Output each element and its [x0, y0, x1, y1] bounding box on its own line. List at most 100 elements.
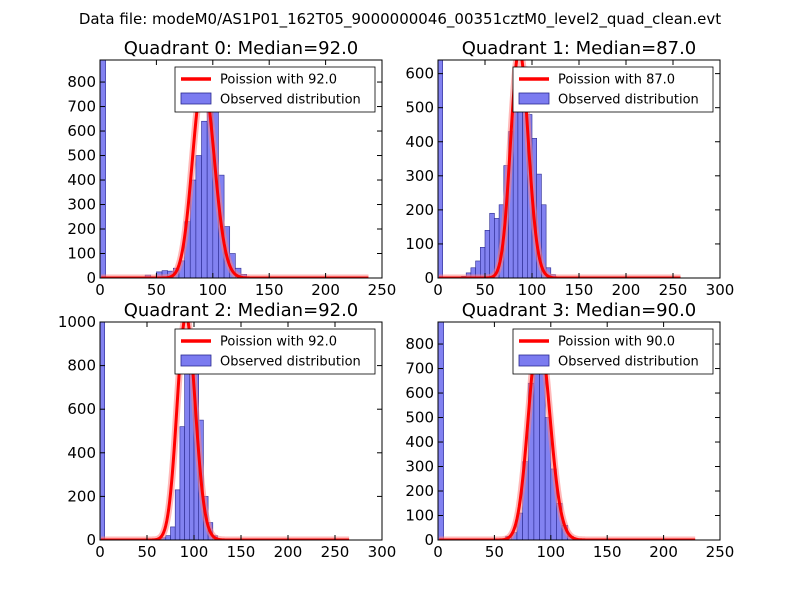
- legend-box: [512, 66, 714, 113]
- y-tick-label: 1000: [58, 313, 96, 331]
- y-tick-label: 700: [405, 360, 434, 378]
- y-tick-label: 300: [67, 196, 96, 214]
- x-tick-label: 100: [198, 281, 227, 299]
- legend: Poission with 92.0 Observed distribution: [174, 66, 376, 113]
- x-tick-label: 300: [706, 281, 735, 299]
- x-tick-label: 200: [649, 543, 678, 561]
- x-tick-label: 0: [433, 543, 443, 561]
- y-tick-label: 800: [67, 357, 96, 375]
- histogram-bar: [541, 204, 547, 278]
- figure-suptitle: Data file: modeM0/AS1P01_162T05_90000000…: [79, 10, 721, 29]
- legend: Poission with 92.0 Observed distribution: [174, 328, 376, 375]
- poisson-curve: [100, 78, 369, 278]
- histogram-bar: [100, 60, 106, 278]
- x-tick-label: 150: [565, 281, 594, 299]
- y-tick-label: 0: [86, 531, 96, 549]
- y-tick-label: 600: [405, 65, 434, 83]
- legend: Poission with 90.0 Observed distribution: [512, 328, 714, 375]
- x-tick-label: 0: [95, 543, 105, 561]
- histogram-bar: [100, 322, 105, 540]
- panel-2: Quadrant 2: Median=92.0 0 50 100 150 200 250 30…: [58, 300, 397, 561]
- y-tick-label: 100: [405, 507, 434, 525]
- x-tick-label: 150: [593, 543, 622, 561]
- histogram-bar: [179, 426, 185, 540]
- y-tick-label: 500: [67, 147, 96, 165]
- y-tick-label: 400: [67, 171, 96, 189]
- histogram-bar: [165, 535, 171, 540]
- y-tick-label: 600: [405, 384, 434, 402]
- x-tick-label: 50: [475, 281, 494, 299]
- x-tick-label: 250: [321, 543, 350, 561]
- axes-frame: [437, 321, 721, 541]
- x-tick-label: 150: [227, 543, 256, 561]
- y-tick-label: 500: [405, 99, 434, 117]
- x-tick-label: 200: [612, 281, 641, 299]
- x-tick-label: 200: [274, 543, 303, 561]
- x-tick-label: 250: [368, 281, 397, 299]
- y-tick-label: 0: [424, 531, 434, 549]
- legend-box: [174, 66, 376, 113]
- axes-frame: [99, 59, 383, 279]
- panel-3: Quadrant 3: Median=90.0 0 50 100 150 200 250 0 1…: [405, 300, 734, 561]
- y-tick-label: 200: [67, 220, 96, 238]
- y-tick-label: 700: [67, 98, 96, 116]
- x-tick-label: 100: [518, 281, 547, 299]
- y-tick-label: 300: [405, 167, 434, 185]
- legend-line-label: Poission with 87.0: [558, 73, 675, 88]
- panel-title: Quadrant 0: Median=92.0: [124, 38, 359, 59]
- poisson-curve: [438, 332, 696, 540]
- legend-bar-label: Observed distribution: [558, 93, 699, 108]
- histogram-bar: [170, 526, 176, 540]
- x-tick-label: 250: [706, 543, 735, 561]
- legend-bar-swatch: [180, 92, 212, 105]
- y-tick-label: 800: [67, 73, 96, 91]
- x-tick-label: 100: [180, 543, 209, 561]
- legend-bar-swatch: [518, 92, 550, 105]
- y-tick-label: 500: [405, 409, 434, 427]
- y-tick-label: 400: [405, 433, 434, 451]
- legend-bar-label: Observed distribution: [558, 355, 699, 370]
- x-tick-label: 0: [433, 281, 443, 299]
- y-tick-label: 100: [405, 235, 434, 253]
- y-tick-label: 200: [405, 201, 434, 219]
- y-tick-label: 600: [67, 122, 96, 140]
- y-tick-label: 200: [67, 487, 96, 505]
- x-tick-label: 200: [311, 281, 340, 299]
- legend-line-label: Poission with 90.0: [558, 335, 675, 350]
- legend-bar-swatch: [180, 354, 212, 367]
- histogram-bar: [438, 322, 444, 540]
- histogram-bar: [438, 60, 443, 278]
- x-tick-label: 300: [368, 543, 397, 561]
- panel-title: Quadrant 2: Median=92.0: [124, 300, 359, 321]
- y-tick-label: 300: [405, 458, 434, 476]
- histogram-bar: [174, 489, 181, 540]
- panel-title: Quadrant 3: Median=90.0: [462, 300, 697, 321]
- y-tick-label: 0: [86, 269, 96, 287]
- panel-1: Quadrant 1: Median=87.0 0 50 100 150 200 250 30…: [405, 38, 734, 299]
- panel-title: Quadrant 1: Median=87.0: [462, 38, 697, 59]
- y-tick-label: 600: [67, 400, 96, 418]
- y-tick-label: 100: [67, 245, 96, 263]
- x-tick-label: 150: [255, 281, 284, 299]
- histogram-bar: [201, 120, 208, 278]
- y-tick-label: 200: [405, 482, 434, 500]
- x-tick-label: 100: [536, 543, 565, 561]
- legend-line-label: Poission with 92.0: [220, 335, 337, 350]
- y-tick-label: 400: [405, 133, 434, 151]
- x-tick-label: 0: [95, 281, 105, 299]
- x-tick-label: 50: [137, 543, 156, 561]
- y-tick-label: 800: [405, 335, 434, 353]
- legend-box: [512, 328, 714, 375]
- legend: Poission with 87.0 Observed distribution: [512, 66, 714, 113]
- legend-line-label: Poission with 92.0: [220, 73, 337, 88]
- histogram-bar: [484, 230, 490, 278]
- x-tick-label: 250: [659, 281, 688, 299]
- x-tick-label: 50: [485, 543, 504, 561]
- legend-bar-label: Observed distribution: [220, 355, 361, 370]
- histogram-bar: [489, 212, 495, 278]
- legend-box: [174, 328, 376, 375]
- histogram-bar: [195, 155, 202, 278]
- y-tick-label: 0: [424, 269, 434, 287]
- panel-0: Quadrant 0: Median=92.0 0 50 100 150 200 250 0 1…: [67, 38, 396, 299]
